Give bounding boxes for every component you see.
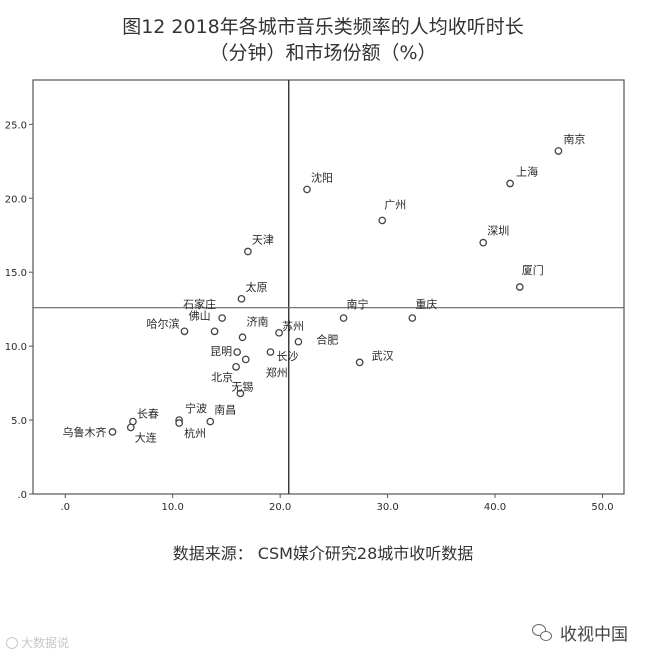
point-label: 石家庄: [183, 297, 216, 311]
x-tick-label: 40.0: [484, 502, 506, 513]
chart-title-line1: 图12 2018年各城市音乐类频率的人均收听时长: [122, 16, 524, 38]
scatter-chart: .0 5.0 10.0 15.0 20.0 25.0 .0 10.0 20.0 30.0 40.0 5…: [5, 79, 625, 513]
y-tick-label: 15.0: [5, 268, 27, 279]
data-point: [408, 314, 417, 322]
plot-frame: [32, 79, 625, 495]
watermark-right-text: 收视中国: [560, 625, 628, 645]
data-point: [378, 216, 387, 225]
point-label: 长沙: [276, 350, 298, 363]
point-label: 北京: [211, 370, 233, 384]
point-label: 武汉: [372, 349, 394, 362]
point-label: 杭州: [184, 426, 206, 440]
y-tick-label: 5.0: [11, 416, 27, 427]
point-label: 大连: [135, 430, 157, 444]
watermark-left: 大数据说: [6, 634, 69, 651]
point-label: 乌鲁木齐: [63, 425, 107, 439]
point-label: 佛山: [189, 309, 211, 322]
point-label: 合肥: [316, 333, 338, 347]
data-point: [210, 327, 219, 336]
data-point: [236, 389, 245, 398]
point-label: 太原: [245, 281, 267, 294]
data-point: [241, 355, 250, 364]
point-label: 无锡: [231, 379, 253, 393]
data-point: [355, 358, 364, 367]
y-tick-label: 10.0: [5, 342, 27, 353]
y-tick-label: 20.0: [5, 194, 27, 205]
data-point: [515, 283, 524, 291]
point-label: 苏州: [282, 320, 304, 333]
watermark-logo-icon: [6, 636, 18, 649]
point-label: 济南: [247, 314, 269, 328]
data-point: [237, 294, 246, 303]
point-label: 宁波: [185, 401, 207, 415]
point-label: 南昌: [214, 404, 236, 417]
data-point: [180, 327, 189, 336]
x-tick-label: 10.0: [162, 502, 184, 513]
data-point: [244, 247, 252, 256]
y-tick-label: .0: [17, 490, 27, 501]
data-point: [554, 147, 563, 155]
point-label: 重庆: [415, 297, 437, 311]
data-point: [506, 179, 514, 188]
data-point: [238, 333, 247, 342]
point-label: 深圳: [487, 225, 509, 238]
point-label: 南宁: [347, 297, 369, 311]
data-point: [233, 348, 242, 356]
data-point: [294, 337, 303, 346]
data-point: [206, 417, 215, 426]
x-tick-label: .0: [60, 502, 70, 513]
data-point: [108, 428, 117, 436]
data-point: [479, 238, 488, 247]
data-point: [266, 348, 275, 356]
wechat-icon: [532, 623, 554, 642]
point-label: 南京: [563, 132, 585, 146]
point-label: 哈尔滨: [147, 316, 180, 330]
point-label: 昆明: [210, 345, 232, 358]
x-tick-label: 30.0: [376, 502, 398, 513]
source-note: 数据来源： CSM媒介研究28城市收听数据: [172, 544, 474, 563]
data-point: [232, 362, 240, 371]
data-point: [339, 314, 348, 322]
watermark-right: 收视中国: [532, 620, 628, 645]
data-point: [175, 419, 183, 427]
point-label: 沈阳: [311, 170, 333, 184]
x-tick-label: 50.0: [591, 502, 613, 513]
point-label: 长春: [137, 408, 159, 421]
point-label: 广州: [384, 198, 406, 211]
point-label: 上海: [516, 165, 538, 179]
y-tick-label: 25.0: [5, 120, 27, 131]
watermark-left-text: 大数据说: [21, 636, 70, 650]
data-point: [218, 314, 226, 322]
data-point: [303, 185, 311, 194]
data-point: [275, 328, 283, 337]
chart-title-line2: （分钟）和市场份额（%）: [209, 42, 437, 64]
point-label: 厦门: [522, 263, 544, 277]
x-tick-label: 20.0: [269, 502, 291, 513]
point-label: 郑州: [266, 365, 288, 379]
data-point: [126, 423, 135, 432]
point-label: 天津: [252, 234, 274, 247]
